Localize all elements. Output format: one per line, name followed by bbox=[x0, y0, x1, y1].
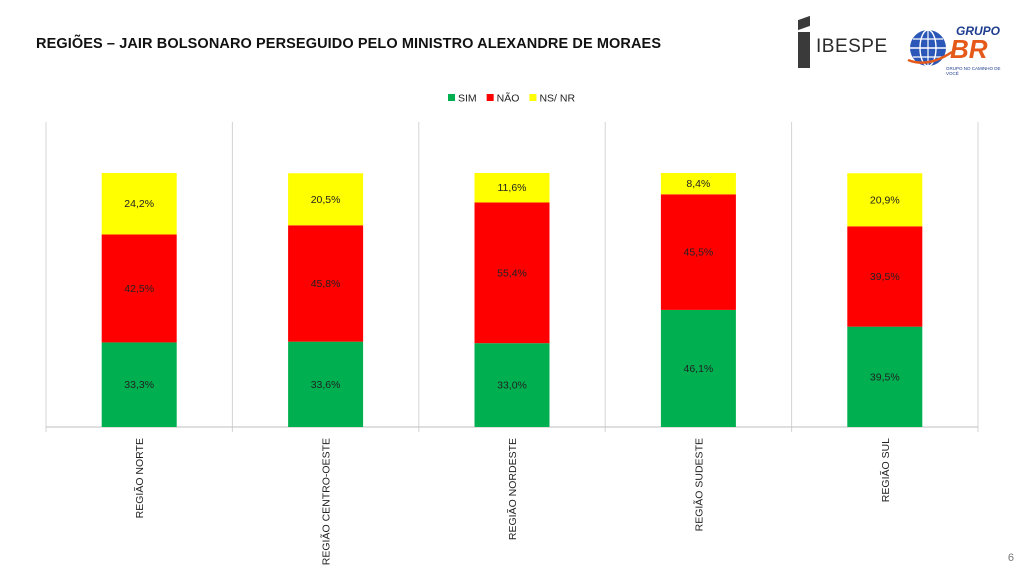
bar-segment bbox=[474, 343, 550, 427]
data-label: 42,5% bbox=[124, 283, 154, 295]
data-label: 8,4% bbox=[686, 178, 710, 190]
slide-title: REGIÕES – JAIR BOLSONARO PERSEGUIDO PELO… bbox=[36, 36, 662, 52]
data-label: 33,6% bbox=[311, 379, 341, 391]
bar-segment bbox=[660, 309, 736, 427]
bar-segment bbox=[847, 173, 923, 227]
bar-segment bbox=[288, 173, 364, 226]
bar-segment bbox=[101, 234, 177, 343]
ibespe-logo-mark bbox=[798, 32, 810, 68]
data-label: 46,1% bbox=[684, 363, 714, 375]
data-label: 11,6% bbox=[498, 182, 527, 194]
bar-segment bbox=[101, 342, 177, 427]
legend-label-0: SIM bbox=[458, 93, 477, 105]
legend-swatch-1 bbox=[486, 94, 494, 101]
legend-label-1: NÃO bbox=[497, 92, 520, 105]
grupo-br-logo: GRUPO BR GRUPO NO CAMINHO DE VOCÊ bbox=[906, 22, 1006, 80]
bar-segment bbox=[288, 341, 364, 427]
data-label: 24,2% bbox=[124, 198, 154, 210]
bar-segment bbox=[660, 194, 736, 310]
data-label: 39,5% bbox=[870, 371, 900, 383]
data-label: 20,9% bbox=[870, 194, 900, 206]
page-number: 6 bbox=[1007, 552, 1014, 564]
grupo-text: GRUPO bbox=[956, 24, 1001, 38]
ibespe-logo-text: IBESPE bbox=[816, 36, 888, 57]
bar-segment bbox=[847, 226, 923, 327]
br-text: BR bbox=[950, 34, 988, 64]
data-label: 33,0% bbox=[497, 380, 527, 392]
legend-label-2: NS/ NR bbox=[539, 93, 575, 105]
category-label: REGIÃO NORDESTE bbox=[506, 438, 519, 540]
category-label: REGIÃO CENTRO-OESTE bbox=[320, 438, 333, 565]
bar-segment bbox=[474, 202, 550, 344]
data-label: 33,3% bbox=[124, 379, 154, 391]
data-label: 55,4% bbox=[497, 267, 527, 279]
globe-icon bbox=[907, 29, 953, 67]
legend-swatch-2 bbox=[529, 94, 537, 101]
bar-segment bbox=[474, 173, 550, 203]
data-label: 45,5% bbox=[684, 247, 714, 259]
category-label: REGIÃO SUDESTE bbox=[692, 438, 705, 531]
bar-segment bbox=[101, 173, 177, 235]
data-label: 39,5% bbox=[870, 271, 900, 283]
data-label: 45,8% bbox=[311, 278, 341, 290]
bar-segment bbox=[288, 225, 364, 342]
data-label: 20,5% bbox=[311, 194, 341, 206]
ibespe-logo: IBESPE bbox=[792, 15, 902, 74]
category-label: REGIÃO SUL bbox=[879, 438, 892, 502]
grupo-tagline: GRUPO NO CAMINHO DE VOCÊ bbox=[946, 66, 1001, 76]
legend-swatch-0 bbox=[448, 94, 455, 101]
bar-segment bbox=[847, 326, 923, 427]
category-label: REGIÃO NORTE bbox=[133, 438, 146, 518]
bar-segment bbox=[660, 173, 736, 195]
